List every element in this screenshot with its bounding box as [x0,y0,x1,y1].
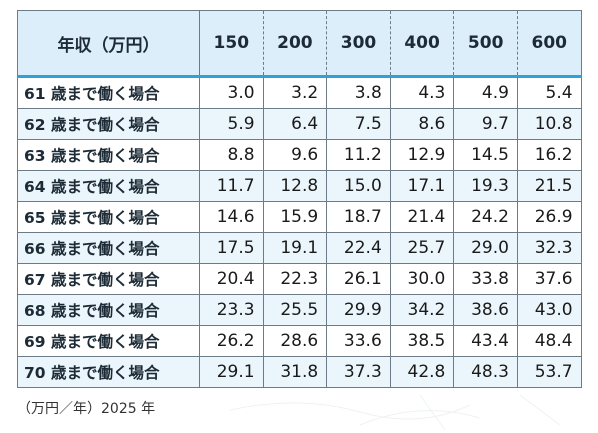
table-cell: 8.6 [389,108,455,140]
table-row: 62 歳まで働く場合 5.9 6.4 7.5 8.6 9.7 10.8 [17,108,582,140]
table-cell: 24.2 [453,201,518,233]
table-cell: 16.2 [516,139,582,171]
table-cell: 17.5 [199,232,264,264]
table-cell: 33.8 [453,263,518,295]
table-row: 67 歳まで働く場合 20.4 22.3 26.1 30.0 33.8 37.6 [17,263,582,295]
unit-note: （万円／年）2025 年 [17,401,156,417]
column-header: 500 [453,10,518,78]
row-label: 65 歳まで働く場合 [17,201,200,233]
table-cell: 15.9 [262,201,328,233]
table-cell: 5.9 [199,108,264,140]
table-cell: 53.7 [516,356,582,388]
row-label: 62 歳まで働く場合 [17,108,200,140]
table-cell: 26.2 [199,325,264,357]
table-row: 64 歳まで働く場合 11.7 12.8 15.0 17.1 19.3 21.5 [17,170,582,202]
table-body: 61 歳まで働く場合 3.0 3.2 3.8 4.3 4.9 5.4 62 歳ま… [17,76,582,388]
table-row: 68 歳まで働く場合 23.3 25.5 29.9 34.2 38.6 43.0 [17,294,582,326]
table-cell: 11.7 [199,170,264,202]
table-cell: 10.8 [516,108,582,140]
table-cell: 32.3 [516,232,582,264]
table-cell: 48.4 [516,325,582,357]
row-label: 63 歳まで働く場合 [17,139,200,171]
row-label: 70 歳まで働く場合 [17,356,200,388]
row-label: 67 歳まで働く場合 [17,263,200,295]
table-cell: 8.8 [199,139,264,171]
table-cell: 25.7 [389,232,455,264]
table-cell: 29.0 [453,232,518,264]
table-cell: 23.3 [199,294,264,326]
table-cell: 9.7 [453,108,518,140]
table-cell: 4.3 [389,76,455,109]
table-cell: 34.2 [389,294,455,326]
table-cell: 3.8 [326,76,391,109]
table-row: 65 歳まで働く場合 14.6 15.9 18.7 21.4 24.2 26.9 [17,201,582,233]
table-cell: 38.6 [453,294,518,326]
table-cell: 37.3 [326,356,391,388]
table-cell: 4.9 [453,76,518,109]
table-cell: 22.4 [326,232,391,264]
table-cell: 12.8 [262,170,328,202]
table-cell: 20.4 [199,263,264,295]
table-cell: 37.6 [516,263,582,295]
row-label: 61 歳まで働く場合 [17,76,200,109]
table-cell: 21.5 [516,170,582,202]
row-label: 68 歳まで働く場合 [17,294,200,326]
column-header: 300 [326,10,391,78]
column-header: 600 [516,10,582,78]
table-cell: 29.1 [199,356,264,388]
row-label: 69 歳まで働く場合 [17,325,200,357]
column-header: 400 [389,10,455,78]
table-cell: 29.9 [326,294,391,326]
table-cell: 38.5 [389,325,455,357]
header-row: 年収（万円） 150 200 300 400 500 600 [17,10,582,78]
table-row: 70 歳まで働く場合 29.1 31.8 37.3 42.8 48.3 53.7 [17,356,582,388]
table-cell: 33.6 [326,325,391,357]
table-cell: 14.6 [199,201,264,233]
row-label: 66 歳まで働く場合 [17,232,200,264]
table-cell: 3.2 [262,76,328,109]
table-cell: 42.8 [389,356,455,388]
table-cell: 5.4 [516,76,582,109]
table-cell: 19.1 [262,232,328,264]
table-cell: 48.3 [453,356,518,388]
table-cell: 26.1 [326,263,391,295]
column-header: 200 [262,10,328,78]
table-cell: 21.4 [389,201,455,233]
table-cell: 43.4 [453,325,518,357]
table-cell: 11.2 [326,139,391,171]
table-cell: 14.5 [453,139,518,171]
table-cell: 12.9 [389,139,455,171]
table-row: 63 歳まで働く場合 8.8 9.6 11.2 12.9 14.5 16.2 [17,139,582,171]
table-cell: 17.1 [389,170,455,202]
table-cell: 31.8 [262,356,328,388]
table-row: 66 歳まで働く場合 17.5 19.1 22.4 25.7 29.0 32.3 [17,232,582,264]
column-header: 150 [199,10,264,78]
table-cell: 26.9 [516,201,582,233]
table-cell: 19.3 [453,170,518,202]
table-cell: 7.5 [326,108,391,140]
table-cell: 15.0 [326,170,391,202]
row-label: 64 歳まで働く場合 [17,170,200,202]
table-cell: 28.6 [262,325,328,357]
table-cell: 22.3 [262,263,328,295]
table-cell: 30.0 [389,263,455,295]
table-row: 61 歳まで働く場合 3.0 3.2 3.8 4.3 4.9 5.4 [17,76,582,109]
header-label: 年収（万円） [17,10,200,78]
table-cell: 18.7 [326,201,391,233]
table-cell: 3.0 [199,76,264,109]
table-cell: 9.6 [262,139,328,171]
table-row: 69 歳まで働く場合 26.2 28.6 33.6 38.5 43.4 48.4 [17,325,582,357]
income-table: 年収（万円） 150 200 300 400 500 600 61 歳まで働く場… [17,10,582,388]
table-cell: 43.0 [516,294,582,326]
table-cell: 25.5 [262,294,328,326]
table-cell: 6.4 [262,108,328,140]
